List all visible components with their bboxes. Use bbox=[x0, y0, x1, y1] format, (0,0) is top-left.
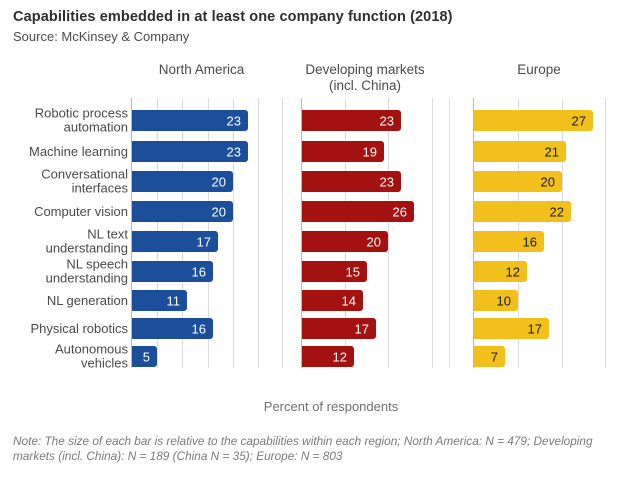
bar-value-label: 7 bbox=[490, 349, 498, 364]
chart-title: Capabilities embedded in at least one co… bbox=[13, 9, 453, 25]
panel-header-europe: Europe bbox=[517, 62, 561, 77]
bar-value-label: 16 bbox=[522, 234, 537, 249]
bar-value-label: 19 bbox=[362, 144, 377, 159]
bar: 23 bbox=[302, 171, 401, 192]
category-label: Autonomous vehicles bbox=[55, 341, 128, 371]
bar: 23 bbox=[132, 110, 248, 131]
bar: 20 bbox=[302, 231, 388, 252]
bar: 23 bbox=[132, 141, 248, 162]
bar: 21 bbox=[474, 141, 566, 162]
bar-value-label: 26 bbox=[392, 204, 407, 219]
bar-value-label: 11 bbox=[166, 293, 181, 308]
bar-value-label: 23 bbox=[226, 144, 241, 159]
bar-value-label: 16 bbox=[191, 264, 206, 279]
bar: 16 bbox=[132, 261, 213, 282]
bar-value-label: 23 bbox=[379, 113, 394, 128]
category-label: Conversational interfaces bbox=[41, 166, 128, 196]
panel-north-america: 23 23 20 20 17 16 11 16 5 bbox=[131, 98, 283, 368]
bar-value-label: 17 bbox=[527, 321, 542, 336]
bar-value-label: 10 bbox=[496, 293, 511, 308]
bar-value-label: 22 bbox=[549, 204, 564, 219]
bar-value-label: 14 bbox=[341, 293, 356, 308]
category-label: Computer vision bbox=[34, 203, 128, 219]
category-label: Machine learning bbox=[28, 143, 128, 159]
chart-source: Source: McKinsey & Company bbox=[13, 29, 190, 44]
bar-value-label: 23 bbox=[226, 113, 241, 128]
bar: 26 bbox=[302, 201, 414, 222]
bar: 12 bbox=[474, 261, 527, 282]
bar-value-label: 5 bbox=[142, 349, 150, 364]
bar-value-label: 23 bbox=[379, 174, 394, 189]
panel-header-north-america: North America bbox=[158, 62, 245, 77]
category-label: NL generation bbox=[46, 292, 128, 308]
bar: 17 bbox=[474, 318, 549, 339]
category-label: Physical robotics bbox=[30, 320, 128, 336]
bar: 12 bbox=[302, 346, 354, 367]
bar: 17 bbox=[132, 231, 218, 252]
bar: 14 bbox=[302, 290, 363, 311]
category-label: NL text understanding bbox=[45, 226, 128, 256]
bar: 15 bbox=[302, 261, 367, 282]
bar-value-label: 12 bbox=[505, 264, 520, 279]
bar-value-label: 20 bbox=[211, 174, 226, 189]
gridline bbox=[233, 98, 234, 368]
gridline bbox=[432, 98, 433, 368]
footnote: Note: The size of each bar is relative t… bbox=[13, 434, 593, 463]
bar: 16 bbox=[132, 318, 213, 339]
bar: 22 bbox=[474, 201, 571, 222]
gridline bbox=[258, 98, 259, 368]
bar-value-label: 21 bbox=[544, 144, 559, 159]
bar-value-label: 17 bbox=[354, 321, 369, 336]
bar-value-label: 20 bbox=[366, 234, 381, 249]
gridline bbox=[605, 98, 606, 368]
bar: 7 bbox=[474, 346, 505, 367]
panel-developing-markets-incl-china: 23 19 23 26 20 15 14 17 12 bbox=[301, 98, 450, 368]
x-axis-label: Percent of respondents bbox=[263, 399, 399, 414]
bar: 5 bbox=[132, 346, 157, 367]
bar: 11 bbox=[132, 290, 187, 311]
bar: 20 bbox=[132, 201, 233, 222]
gridline bbox=[562, 98, 563, 368]
category-label: NL speech understanding bbox=[45, 256, 128, 286]
bar-value-label: 17 bbox=[196, 234, 211, 249]
panel-header-developing-markets-incl-china: Developing markets (incl. China) bbox=[305, 62, 425, 93]
bar: 23 bbox=[302, 110, 401, 131]
bar: 27 bbox=[474, 110, 593, 131]
bar-value-label: 20 bbox=[211, 204, 226, 219]
bar-value-label: 27 bbox=[571, 113, 586, 128]
bar: 19 bbox=[302, 141, 384, 162]
bar-value-label: 12 bbox=[332, 349, 347, 364]
gridline bbox=[282, 98, 283, 368]
category-labels-column: Robotic process automation Machine learni… bbox=[8, 98, 128, 371]
gridline bbox=[388, 98, 389, 368]
bar-value-label: 15 bbox=[345, 264, 360, 279]
bar: 17 bbox=[302, 318, 376, 339]
bar: 20 bbox=[132, 171, 233, 192]
category-label: Robotic process automation bbox=[34, 105, 128, 135]
panel-europe: 27 21 20 22 16 12 10 17 7 bbox=[473, 98, 606, 368]
bar-value-label: 20 bbox=[540, 174, 555, 189]
bar: 10 bbox=[474, 290, 518, 311]
bar-value-label: 16 bbox=[191, 321, 206, 336]
bar: 16 bbox=[474, 231, 544, 252]
bar: 20 bbox=[474, 171, 562, 192]
